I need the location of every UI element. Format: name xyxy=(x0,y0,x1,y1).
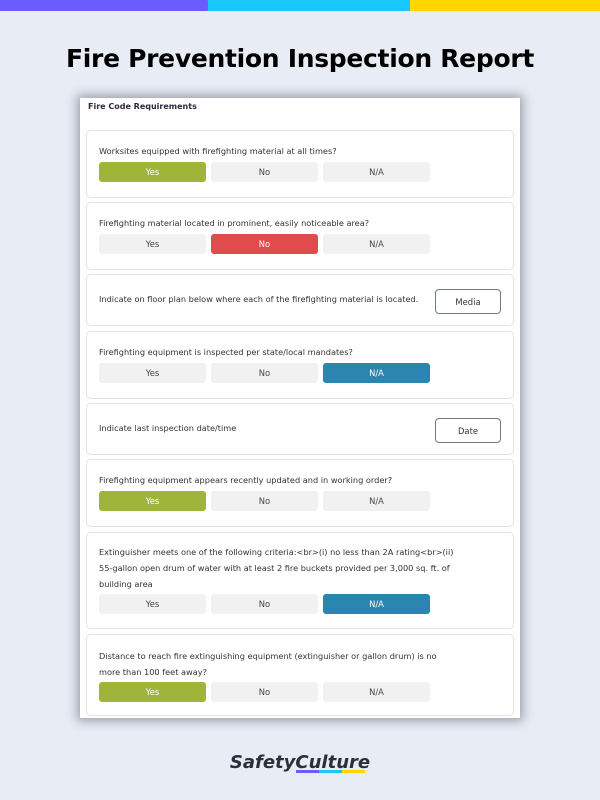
logo-underline xyxy=(296,770,365,773)
option-na-button[interactable]: N/A xyxy=(323,594,430,614)
question-item: Firefighting material located in promine… xyxy=(86,202,514,270)
option-na-button[interactable]: N/A xyxy=(323,363,430,383)
option-yes-button[interactable]: Yes xyxy=(99,363,206,383)
question-text: Distance to reach fire extinguishing equ… xyxy=(99,651,437,677)
option-na-button[interactable]: N/A xyxy=(323,682,430,702)
date-button[interactable]: Date xyxy=(435,418,501,443)
response-options: Yes No N/A xyxy=(99,491,430,511)
question-text: Indicate last inspection date/time xyxy=(99,423,237,433)
question-item: Firefighting equipment is inspected per … xyxy=(86,331,514,399)
accent-bar-yellow xyxy=(410,0,600,11)
question-text: Worksites equipped with firefighting mat… xyxy=(99,146,337,156)
question-text: Firefighting equipment appears recently … xyxy=(99,475,393,485)
option-yes-button[interactable]: Yes xyxy=(99,162,206,182)
option-no-button[interactable]: No xyxy=(211,234,318,254)
question-item: Extinguisher meets one of the following … xyxy=(86,532,514,629)
response-options: Yes No N/A xyxy=(99,363,430,383)
option-no-button[interactable]: No xyxy=(211,594,318,614)
option-no-button[interactable]: No xyxy=(211,682,318,702)
response-options: Yes No N/A xyxy=(99,234,430,254)
question-item: Indicate on floor plan below where each … xyxy=(86,274,514,326)
option-na-button[interactable]: N/A xyxy=(323,491,430,511)
option-yes-button[interactable]: Yes xyxy=(99,491,206,511)
inspection-form: Fire Code Requirements Worksites equippe… xyxy=(80,98,520,718)
safetyculture-logo: SafetyCulture xyxy=(229,752,371,773)
media-button[interactable]: Media xyxy=(435,289,501,314)
response-options: Yes No N/A xyxy=(99,162,430,182)
option-na-button[interactable]: N/A xyxy=(323,162,430,182)
option-yes-button[interactable]: Yes xyxy=(99,594,206,614)
question-item: Indicate last inspection date/time Date xyxy=(86,403,514,455)
option-no-button[interactable]: No xyxy=(211,363,318,383)
response-options: Yes No N/A xyxy=(99,594,430,614)
page-title: Fire Prevention Inspection Report xyxy=(66,44,534,73)
option-na-button[interactable]: N/A xyxy=(323,234,430,254)
option-yes-button[interactable]: Yes xyxy=(99,234,206,254)
question-item: Worksites equipped with firefighting mat… xyxy=(86,130,514,198)
question-text: Firefighting equipment is inspected per … xyxy=(99,347,353,357)
option-no-button[interactable]: No xyxy=(211,491,318,511)
accent-bar-purple xyxy=(0,0,212,11)
question-item: Distance to reach fire extinguishing equ… xyxy=(86,634,514,716)
option-yes-button[interactable]: Yes xyxy=(99,682,206,702)
question-text: Indicate on floor plan below where each … xyxy=(99,294,419,304)
question-item: Firefighting equipment appears recently … xyxy=(86,459,514,527)
option-no-button[interactable]: No xyxy=(211,162,318,182)
response-options: Yes No N/A xyxy=(99,682,430,702)
section-title: Fire Code Requirements xyxy=(88,102,197,111)
question-text: Extinguisher meets one of the following … xyxy=(99,547,454,589)
question-text: Firefighting material located in promine… xyxy=(99,218,370,228)
accent-bar-cyan xyxy=(208,0,414,11)
